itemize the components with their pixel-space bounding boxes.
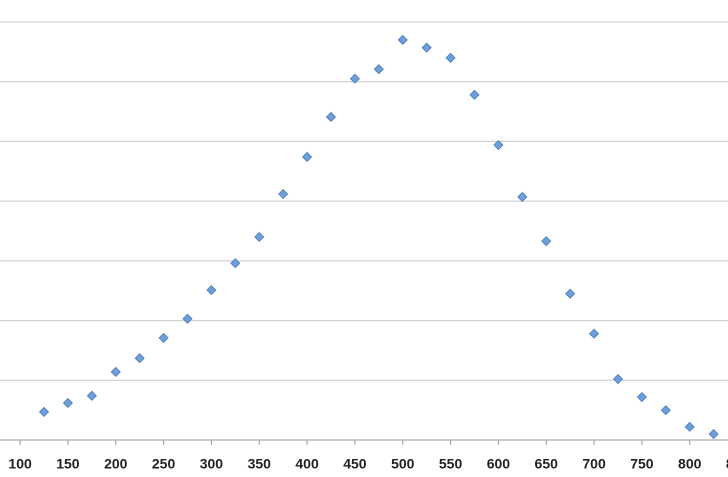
- marker: [397, 34, 408, 45]
- x-tick-label: 500: [391, 456, 415, 472]
- x-tick-label: 550: [439, 456, 463, 472]
- marker: [62, 397, 73, 409]
- marker: [86, 390, 97, 401]
- x-tick-label: 700: [582, 456, 606, 472]
- marker: [421, 42, 432, 53]
- marker: [660, 405, 671, 416]
- x-tick-label: 250: [152, 456, 176, 472]
- x-tick-label: 100: [8, 456, 32, 472]
- marker: [206, 285, 217, 296]
- marker: [325, 111, 337, 123]
- marker: [589, 328, 600, 339]
- marker: [469, 89, 480, 100]
- marker: [684, 421, 695, 432]
- marker: [158, 332, 169, 343]
- marker: [517, 191, 528, 203]
- x-tick-label: 350: [248, 456, 272, 472]
- x-tick-label: 850: [726, 456, 728, 472]
- marker: [636, 391, 647, 403]
- x-tick-label: 200: [104, 456, 128, 472]
- x-tick-label: 600: [487, 456, 511, 472]
- x-tick-label: 300: [200, 456, 224, 472]
- marker: [38, 406, 50, 417]
- x-tick-label: 400: [295, 456, 319, 472]
- marker: [302, 151, 313, 163]
- marker: [612, 374, 624, 385]
- marker: [373, 64, 384, 75]
- x-tick-label: 800: [678, 456, 702, 472]
- marker: [134, 353, 145, 364]
- marker: [445, 52, 456, 63]
- marker: [230, 258, 241, 269]
- marker: [541, 236, 552, 247]
- marker: [349, 73, 360, 84]
- marker: [254, 231, 265, 243]
- marker: [278, 188, 289, 200]
- marker: [182, 313, 193, 324]
- x-tick-label: 450: [343, 456, 367, 472]
- x-tick-label: 150: [56, 456, 80, 472]
- marker: [110, 366, 121, 377]
- x-tick-label: 750: [630, 456, 654, 472]
- marker: [565, 288, 576, 299]
- marker: [708, 428, 719, 440]
- x-tick-label: 650: [535, 456, 559, 472]
- marker: [493, 139, 504, 151]
